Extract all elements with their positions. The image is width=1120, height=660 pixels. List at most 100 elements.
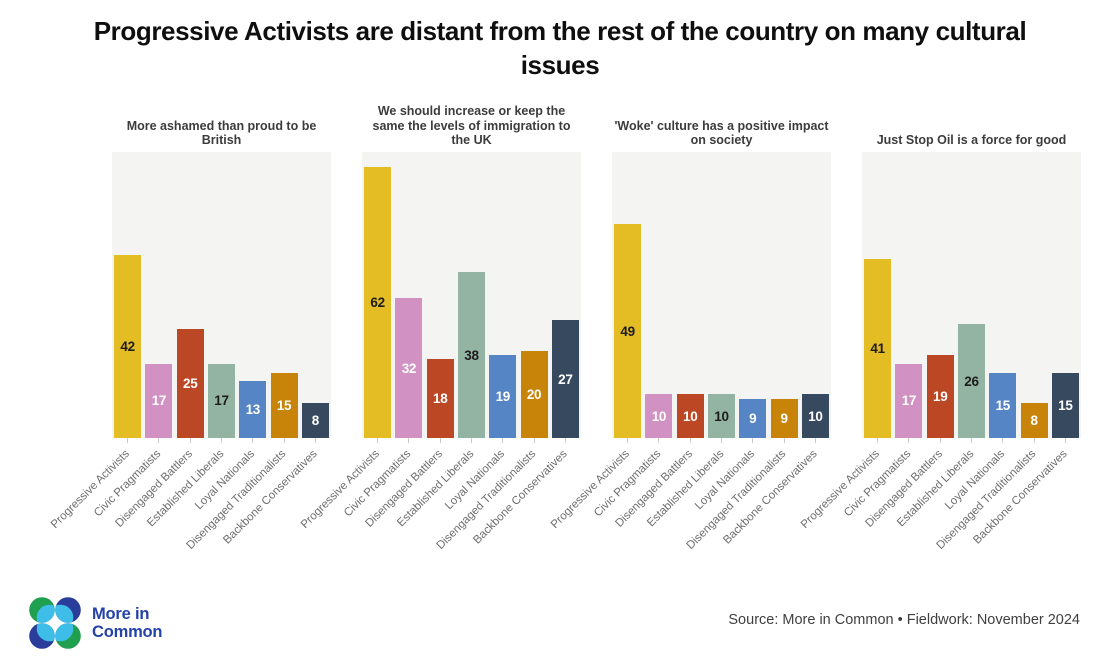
bar-value-label: 15	[276, 397, 292, 413]
bar-value-label: 10	[808, 408, 823, 424]
bar-progressive-activists: 41	[864, 258, 892, 438]
x-axis-tick	[877, 438, 879, 443]
chart-panel-just-stop-oil: Just Stop Oil is a force for good 41 17 19…	[799, 102, 1081, 578]
x-axis-tick	[533, 438, 535, 443]
x-axis-labels: Progressive Activists Civic Pragmatists Di…	[49, 438, 331, 578]
more-in-common-logo-icon	[29, 597, 81, 649]
x-axis-tick	[939, 438, 941, 443]
bar-value-label: 19	[932, 389, 948, 405]
bar-value-label: 32	[401, 360, 417, 376]
bar-value-label: 13	[245, 402, 261, 418]
chart-panel-woke-culture: 'Woke' culture has a positive impact on …	[549, 102, 831, 578]
chart-panel-immigration: We should increase or keep the same the …	[299, 102, 581, 578]
bar-value-label: 15	[995, 397, 1011, 413]
bar-value-label: 17	[214, 393, 229, 409]
bar-value-label: 15	[1058, 397, 1073, 413]
bar-value-label: 27	[558, 371, 573, 387]
more-in-common-logo-block: More in Common	[28, 597, 162, 649]
x-axis-tick	[1033, 438, 1035, 443]
x-axis-tick	[752, 438, 754, 443]
logo-text-line2: Common	[92, 623, 163, 641]
x-axis-tick	[314, 438, 316, 443]
x-axis-tick	[408, 438, 410, 443]
page-title: Progressive Activists are distant from t…	[93, 16, 1027, 81]
bar-established-liberals: 10	[708, 394, 735, 438]
bar-progressive-activists: 42	[114, 254, 142, 438]
bar-progressive-activists: 62	[364, 167, 392, 438]
bar-value-label: 26	[964, 373, 979, 389]
x-axis-labels: Progressive Activists Civic Pragmatists Di…	[549, 438, 831, 578]
bar-value-label: 8	[311, 413, 320, 429]
bar-loyal-nationals: 13	[239, 381, 267, 438]
bar-value-label: 20	[526, 386, 542, 402]
bar-value-label: 62	[370, 295, 385, 311]
bar-civic-pragmatists: 10	[645, 394, 673, 438]
x-axis-tick	[814, 438, 816, 443]
bar-value-label: 18	[432, 391, 448, 407]
plot-area: 42 17 25 17 13 15 8	[112, 152, 331, 438]
chart-panel-title: More ashamed than proud to be British	[126, 118, 317, 148]
bar-disengaged-battlers: 19	[926, 355, 954, 438]
bar-value-label: 38	[464, 347, 479, 363]
bar-civic-pragmatists: 32	[395, 298, 423, 438]
x-axis-tick	[971, 438, 972, 443]
bar-value-label: 10	[682, 408, 698, 424]
bar-disengaged-traditionalists: 8	[1020, 403, 1048, 438]
bar-loyal-nationals: 19	[489, 355, 517, 438]
bar-backbone-conservatives: 15	[1051, 372, 1079, 438]
bar-value-label: 9	[749, 410, 757, 426]
chart-panel-ashamed-british: More ashamed than proud to be British 42…	[49, 102, 331, 578]
plot-area: 62 32 18 38 19 20 27	[362, 152, 581, 438]
bar-backbone-conservatives: 10	[801, 394, 829, 438]
bar-disengaged-battlers: 25	[176, 328, 204, 438]
bar-value-label: 42	[120, 338, 135, 354]
x-axis-labels: Progressive Activists Civic Pragmatists Di…	[799, 438, 1081, 578]
x-axis-tick	[1002, 438, 1004, 443]
x-axis-tick	[689, 438, 691, 443]
x-axis-tick	[1064, 438, 1066, 443]
bar-value-label: 41	[870, 340, 885, 356]
plot-area: 41 17 19 26 15 8 15	[862, 152, 1081, 438]
bar-value-label: 9	[780, 410, 788, 426]
logo-text-line1: More in	[92, 604, 150, 623]
x-axis-tick	[783, 438, 785, 443]
bar-value-label: 25	[182, 375, 198, 391]
bar-value-label: 17	[901, 393, 917, 409]
bar-established-liberals: 38	[458, 272, 485, 438]
x-axis-labels: Progressive Activists Civic Pragmatists Di…	[299, 438, 581, 578]
x-axis-tick	[221, 438, 222, 443]
more-in-common-logo-text: More in Common	[92, 605, 162, 642]
bar-civic-pragmatists: 17	[895, 363, 923, 438]
bar-disengaged-battlers: 18	[426, 359, 454, 438]
x-axis-tick	[564, 438, 566, 443]
x-axis-tick	[127, 438, 129, 443]
plot-area: 49 10 10 10 9 9 10	[612, 152, 831, 438]
x-axis-tick	[627, 438, 629, 443]
bar-value-label: 49	[620, 323, 635, 339]
bar-value-label: 17	[151, 393, 167, 409]
x-axis-tick	[658, 438, 660, 443]
x-axis-tick	[252, 438, 254, 443]
bar-civic-pragmatists: 17	[145, 363, 173, 438]
bar-loyal-nationals: 15	[989, 372, 1017, 438]
chart-panel-title: Just Stop Oil is a force for good	[876, 133, 1067, 148]
x-axis-tick	[189, 438, 191, 443]
bar-backbone-conservatives: 27	[551, 320, 579, 438]
x-axis-tick	[283, 438, 285, 443]
bar-established-liberals: 26	[958, 324, 985, 438]
bar-value-label: 8	[1030, 413, 1038, 429]
x-axis-tick	[377, 438, 379, 443]
bar-progressive-activists: 49	[614, 224, 642, 438]
bar-backbone-conservatives: 8	[301, 403, 329, 438]
x-axis-tick	[439, 438, 441, 443]
x-axis-tick	[502, 438, 504, 443]
bar-disengaged-traditionalists: 20	[520, 350, 548, 438]
x-axis-tick	[471, 438, 472, 443]
x-axis-tick	[908, 438, 910, 443]
bar-value-label: 10	[651, 408, 667, 424]
bar-disengaged-traditionalists: 15	[270, 372, 298, 438]
chart-panel-title: We should increase or keep the same the …	[372, 103, 571, 148]
x-axis-tick	[158, 438, 160, 443]
chart-panel-title: 'Woke' culture has a positive impact on …	[614, 118, 829, 148]
